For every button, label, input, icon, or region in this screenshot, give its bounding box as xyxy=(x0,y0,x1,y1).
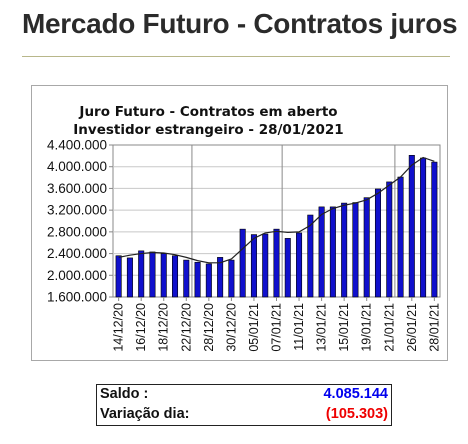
y-tick-label: 2.400.000 xyxy=(47,246,107,261)
bar xyxy=(228,259,235,298)
variacao-label: Variação dia: xyxy=(100,406,190,422)
bar xyxy=(126,257,133,298)
bar xyxy=(194,261,201,298)
bar xyxy=(408,155,415,298)
chart-title: Juro Futuro - Contratos em aberto xyxy=(79,104,338,120)
x-tick-label: 07/01/21 xyxy=(270,303,284,352)
x-tick-label: 13/01/21 xyxy=(315,303,329,352)
saldo-row: Saldo : 4.085.144 xyxy=(97,385,391,405)
y-tick-label: 2.000.000 xyxy=(47,268,107,283)
variacao-value: (105.303) xyxy=(325,406,388,422)
bar xyxy=(262,233,269,298)
bar xyxy=(172,255,179,298)
x-tick-label: 22/12/20 xyxy=(179,303,193,352)
y-tick-label: 4.000.000 xyxy=(47,159,107,174)
summary-box: Saldo : 4.085.144 Variação dia: (105.303… xyxy=(96,384,392,426)
x-tick-label: 05/01/21 xyxy=(247,303,261,352)
bar xyxy=(239,228,246,298)
bar xyxy=(149,251,156,298)
bar xyxy=(363,197,370,298)
bar xyxy=(296,232,303,298)
x-tick-label: 11/01/21 xyxy=(292,303,306,351)
x-tick-label: 15/01/21 xyxy=(337,303,351,352)
bar xyxy=(115,255,122,298)
bar xyxy=(160,253,167,298)
bar xyxy=(183,259,190,298)
x-tick-label: 28/01/21 xyxy=(427,303,441,352)
y-tick-label: 2.800.000 xyxy=(47,224,107,239)
bar xyxy=(138,250,145,298)
bar xyxy=(386,181,393,298)
bar xyxy=(431,161,438,298)
bar xyxy=(217,257,224,298)
x-tick-label: 19/01/21 xyxy=(360,303,374,352)
bar xyxy=(284,238,291,298)
bar xyxy=(341,202,348,298)
title-divider xyxy=(22,56,450,57)
x-tick-label: 16/12/20 xyxy=(134,303,148,352)
bar xyxy=(352,202,359,298)
y-tick-label: 1.600.000 xyxy=(47,290,107,305)
bar xyxy=(374,188,381,298)
bar xyxy=(329,206,336,298)
x-tick-label: 21/01/21 xyxy=(382,303,396,352)
page-title: Mercado Futuro - Contratos juros xyxy=(22,8,458,39)
bar xyxy=(420,157,427,298)
saldo-label: Saldo : xyxy=(100,386,149,402)
bar xyxy=(318,206,325,298)
saldo-value: 4.085.144 xyxy=(323,386,388,402)
bar xyxy=(273,228,280,298)
bar xyxy=(250,234,257,298)
x-tick-label: 14/12/20 xyxy=(112,303,126,352)
x-tick-label: 26/01/21 xyxy=(405,303,419,352)
bar xyxy=(307,214,314,298)
x-tick-label: 18/12/20 xyxy=(157,303,171,352)
x-tick-label: 28/12/20 xyxy=(202,303,216,352)
x-tick-label: 30/12/20 xyxy=(224,303,238,352)
y-tick-label: 3.600.000 xyxy=(47,181,107,196)
y-tick-label: 3.200.000 xyxy=(47,203,107,218)
bar xyxy=(205,263,212,298)
y-tick-label: 4.400.000 xyxy=(47,138,107,153)
trend-line xyxy=(118,156,435,264)
bar xyxy=(397,176,404,298)
variacao-row: Variação dia: (105.303) xyxy=(97,405,391,425)
chart-subtitle: Investidor estrangeiro - 28/01/2021 xyxy=(73,122,344,138)
